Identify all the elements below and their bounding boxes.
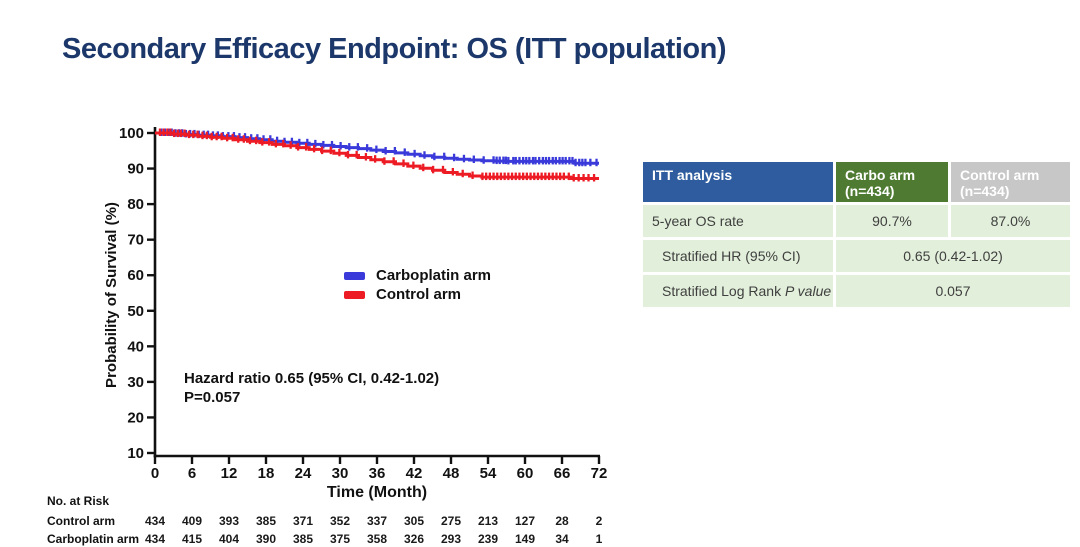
risk-count: 293: [441, 532, 461, 546]
table-header-control-arm-line1: Control arm: [960, 167, 1040, 183]
legend-swatch-carboplatin: [344, 271, 365, 280]
x-tick-label: 42: [406, 465, 423, 482]
y-tick-label: 40: [127, 338, 144, 355]
hazard-ratio-line: Hazard ratio 0.65 (95% CI, 0.42-1.02): [184, 370, 440, 387]
risk-count: 305: [404, 514, 424, 528]
y-tick-label: 50: [127, 303, 144, 320]
y-tick-label: 30: [127, 374, 144, 391]
risk-count: 28: [555, 514, 569, 528]
hr-row-label: Stratified HR (95% CI): [643, 240, 833, 272]
x-tick-label: 12: [221, 465, 238, 482]
risk-count: 434: [145, 514, 165, 528]
y-tick-label: 80: [127, 196, 144, 213]
table-header-carbo-arm-line1: Carbo arm: [845, 167, 916, 183]
risk-count: 337: [367, 514, 387, 528]
risk-count: 404: [219, 532, 239, 546]
risk-count: 127: [515, 514, 535, 528]
risk-count: 409: [182, 514, 202, 528]
logrank-label-prefix: Stratified Log Rank: [662, 283, 785, 299]
os-rate-carbo-value: 90.7%: [836, 205, 948, 237]
logrank-label-italic: P value: [784, 283, 832, 299]
table-header-control-arm: Control arm (n=434): [951, 162, 1070, 202]
legend-item-control: Control arm: [344, 285, 491, 304]
x-axis-label: Time (Month): [326, 484, 428, 501]
slide-title: Secondary Efficacy Endpoint: OS (ITT pop…: [62, 33, 726, 65]
risk-count: 239: [478, 532, 498, 546]
risk-count: 385: [293, 532, 313, 546]
risk-row-label-control: Control arm: [47, 514, 116, 528]
x-tick-label: 24: [295, 465, 312, 482]
x-tick-label: 54: [480, 465, 497, 482]
risk-row-label-carboplatin: Carboplatin arm: [47, 532, 140, 546]
table-header-carbo-arm: Carbo arm (n=434): [836, 162, 948, 202]
os-rate-row-label: 5-year OS rate: [643, 205, 833, 237]
x-tick-label: 0: [151, 465, 159, 482]
risk-count: 149: [515, 532, 535, 546]
risk-count: 358: [367, 532, 387, 546]
logrank-row-value: 0.057: [836, 275, 1070, 307]
risk-count: 352: [330, 514, 350, 528]
y-tick-label: 90: [127, 161, 144, 178]
risk-count: 34: [555, 532, 569, 546]
table-header-control-arm-line2: (n=434): [960, 183, 1010, 199]
x-tick-label: 60: [517, 465, 534, 482]
risk-count: 390: [256, 532, 276, 546]
x-tick-label: 36: [369, 465, 386, 482]
logrank-row-label: Stratified Log Rank P value: [643, 275, 833, 307]
risk-count: 213: [478, 514, 498, 528]
risk-count: 375: [330, 532, 350, 546]
y-tick-label: 70: [127, 232, 144, 249]
x-tick-label: 66: [554, 465, 571, 482]
legend-label-carboplatin: Carboplatin arm: [376, 267, 492, 284]
p-value-line: P=0.057: [184, 389, 241, 406]
risk-count: 371: [293, 514, 313, 528]
x-tick-label: 72: [591, 465, 608, 482]
x-tick-label: 6: [188, 465, 196, 482]
risk-table-title: No. at Risk: [47, 494, 110, 508]
legend-item-carboplatin: Carboplatin arm: [344, 266, 491, 285]
hazard-ratio-annotation: Hazard ratio 0.65 (95% CI, 0.42-1.02) P=…: [184, 369, 439, 407]
risk-count: 2: [596, 514, 603, 528]
risk-count: 385: [256, 514, 276, 528]
table-header-itt-analysis: ITT analysis: [643, 162, 833, 202]
risk-count: 434: [145, 532, 165, 546]
y-tick-label: 60: [127, 267, 144, 284]
os-rate-control-value: 87.0%: [951, 205, 1070, 237]
risk-count: 326: [404, 532, 424, 546]
y-tick-label: 20: [127, 409, 144, 426]
table-header-carbo-arm-line2: (n=434): [845, 183, 895, 199]
risk-count: 1: [596, 532, 603, 546]
risk-count: 415: [182, 532, 202, 546]
table-header-itt-analysis-label: ITT analysis: [652, 167, 733, 183]
x-tick-label: 18: [258, 465, 275, 482]
y-tick-label: 100: [119, 125, 144, 142]
risk-count: 393: [219, 514, 239, 528]
legend: Carboplatin arm Control arm: [344, 266, 491, 304]
x-tick-label: 30: [332, 465, 349, 482]
legend-label-control: Control arm: [376, 286, 462, 303]
risk-count: 275: [441, 514, 461, 528]
legend-swatch-control: [344, 290, 365, 299]
x-tick-label: 48: [443, 465, 460, 482]
hr-row-value: 0.65 (0.42-1.02): [836, 240, 1070, 272]
y-axis-label: Probability of Survival (%): [103, 202, 120, 388]
itt-analysis-table: ITT analysis Carbo arm (n=434) Control a…: [643, 162, 1070, 307]
y-tick-label: 10: [127, 445, 144, 462]
